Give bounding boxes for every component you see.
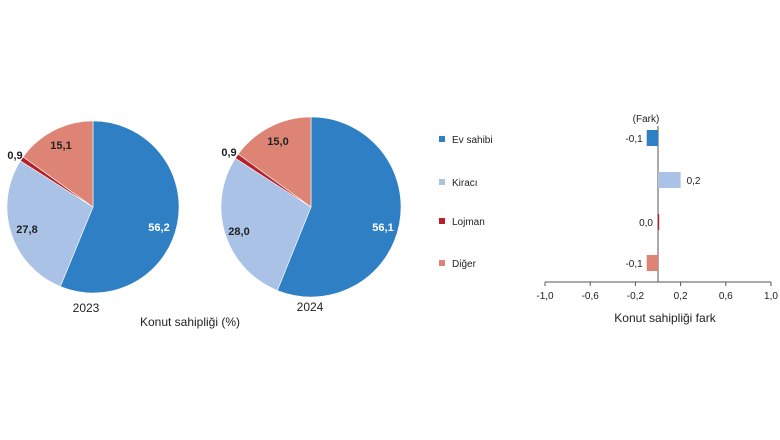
pie-slice-diğer [22, 120, 94, 208]
pie-chart-2024: 56,1 28,0 0,9 15,0 2024 [220, 116, 402, 314]
legend-swatch [439, 179, 445, 185]
pie-value-label: 27,8 [16, 224, 37, 236]
x-tick-label: 0,2 [674, 291, 688, 302]
bar-value-label: -0,1 [625, 134, 643, 145]
pie-value-label: 56,1 [372, 222, 393, 234]
pie-year-label: 2023 [73, 301, 100, 315]
legend: Ev sahibi Kiracı Lojman Diğer [439, 135, 493, 270]
pie-slice-diğer [237, 116, 312, 208]
bar-kiracı [658, 172, 681, 188]
pie-slice-kiracı [220, 157, 312, 291]
legend-label: Lojman [452, 217, 485, 228]
x-tick-label: 0,6 [719, 291, 733, 302]
pie-value-label: 0,9 [7, 150, 22, 162]
pie-value-label: 28,0 [228, 226, 249, 238]
legend-item: Diğer [439, 259, 477, 270]
bar-lojman [658, 214, 660, 230]
x-tick-label: -1,0 [536, 291, 554, 302]
bar-value-label: 0,2 [687, 176, 701, 187]
pie-value-label: 15,0 [267, 136, 288, 148]
difference-bar-chart: (Fark) -1,0 -0,6 -0,2 0,2 0,6 1,0 Konut sahipli… [536, 114, 778, 325]
pie-value-label: 0,9 [221, 147, 236, 159]
pie-year-label: 2024 [297, 300, 324, 314]
x-tick-label: -0,2 [627, 291, 645, 302]
pies-axis-label: Konut sahipliği (%) [140, 315, 240, 329]
pie-slice-ev sahibi [276, 116, 402, 298]
bar-ev sahibi [646, 130, 658, 146]
x-tick-label: 1,0 [764, 291, 778, 302]
legend-item: Ev sahibi [439, 135, 493, 146]
bar-axis-label: Konut sahipliği fark [614, 311, 716, 325]
legend-label: Ev sahibi [452, 135, 493, 146]
legend-swatch [439, 260, 445, 266]
legend-label: Diğer [452, 259, 477, 270]
x-tick-label: -0,6 [582, 291, 600, 302]
pie-charts: 56,2 27,8 0,9 15,1 2023 56,1 28,0 0,9 15,0 2024 [6, 116, 402, 315]
pie-slice-ev sahibi [59, 120, 180, 294]
pie-value-label: 56,2 [148, 222, 169, 234]
legend-item: Kiracı [439, 178, 478, 189]
legend-swatch [439, 136, 445, 142]
pie-chart-2023: 56,2 27,8 0,9 15,1 2023 [6, 120, 180, 315]
pie-value-label: 15,1 [50, 140, 71, 152]
legend-item: Lojman [439, 217, 485, 228]
legend-label: Kiracı [452, 178, 478, 189]
bar-value-label: -0,1 [625, 259, 643, 270]
bar-value-label: 0,0 [639, 218, 653, 229]
pie-slice-kiracı [6, 160, 94, 287]
bar-unit-label: (Fark) [633, 114, 660, 125]
bar-diğer [646, 255, 658, 271]
legend-swatch [439, 218, 445, 224]
